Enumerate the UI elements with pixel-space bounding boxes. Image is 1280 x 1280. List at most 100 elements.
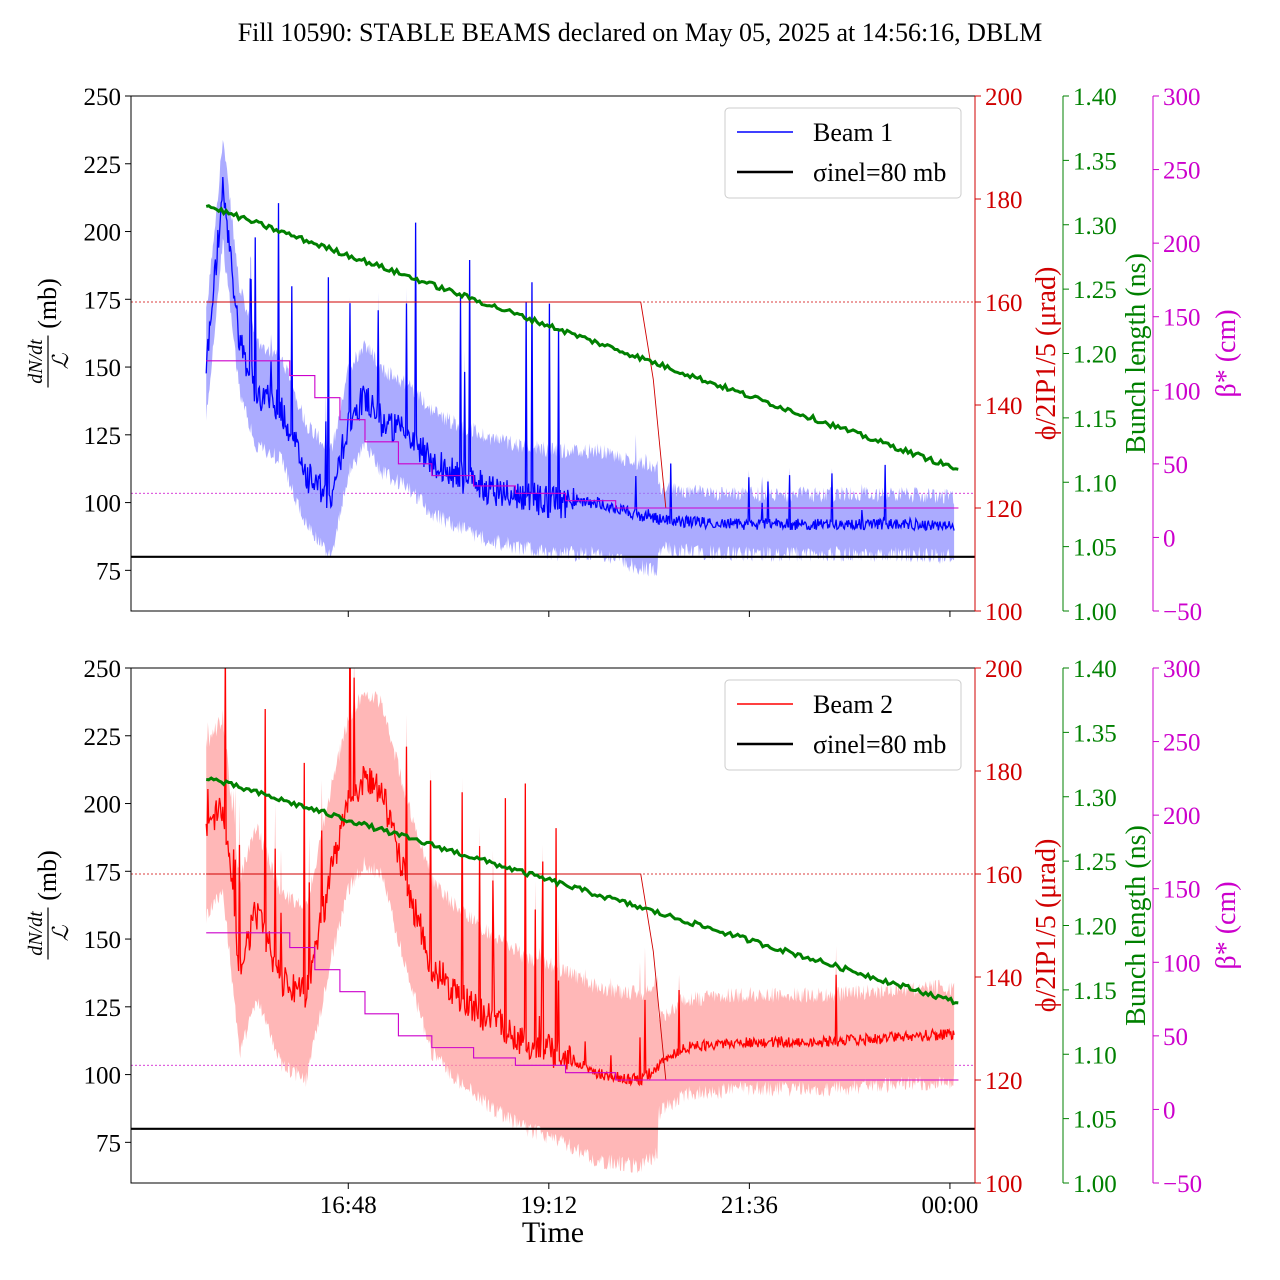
plot-area	[131, 668, 975, 1174]
bunch-length-tick-label: 1.40	[1073, 84, 1117, 111]
beta-star-tick-label: 100	[1163, 950, 1201, 977]
panel-bottom: 75 100 125 150 175 200 225 250 dN/dt ℒ (mb) 100 120 1…	[25, 656, 1242, 1219]
bunch-length-tick-label: 1.25	[1073, 277, 1117, 304]
ylabel-denominator: ℒ	[48, 352, 73, 369]
chart-title: Fill 10590: STABLE BEAMS declared on May…	[237, 18, 1043, 47]
bunch-length-tick-label: 1.35	[1073, 720, 1117, 747]
x-tick-label: 19:12	[520, 1192, 577, 1219]
beta-star-tick-label: 0	[1163, 525, 1176, 552]
bunch-length-axis-label: Bunch length (ns)	[1121, 253, 1152, 454]
beta-star-tick-label: 50	[1163, 452, 1188, 479]
bunch-length-tick-label: 1.20	[1073, 914, 1117, 941]
crossing-angle-tick-label: 140	[985, 393, 1023, 420]
left-tick-label: 75	[96, 558, 121, 585]
beta-star-axis-label-text: β* (cm)	[1211, 309, 1242, 397]
crossing-angle-axis-label: ϕ/2IP1/5 (μrad)	[1031, 267, 1062, 441]
beta-star-tick-label: 300	[1163, 84, 1201, 111]
beta-star-tick-label: 200	[1163, 231, 1201, 258]
x-tick-label: 00:00	[921, 1192, 978, 1219]
crossing-angle-axis-label-text: ϕ/2IP1/5 (μrad)	[1031, 839, 1062, 1013]
panel-top: 75 100 125 150 175 200 225 250 dN/dt ℒ (mb) 100 120 1…	[25, 84, 1242, 626]
beta-star-tick-label: 50	[1163, 1024, 1188, 1051]
left-tick-label: 100	[84, 1063, 122, 1090]
x-tick-label: 21:36	[721, 1192, 778, 1219]
left-tick-label: 100	[84, 491, 122, 518]
bunch-length-tick-label: 1.25	[1073, 849, 1117, 876]
beta-star-tick-label: 150	[1163, 305, 1201, 332]
crossing-angle-tick-label: 120	[985, 1068, 1023, 1095]
beta-star-axis-label-text: β* (cm)	[1211, 881, 1242, 969]
plot-area	[131, 140, 975, 577]
beta-star-line	[206, 360, 959, 509]
bunch-length-tick-label: 1.35	[1073, 148, 1117, 175]
beta-star-line	[206, 932, 959, 1081]
beam-trace	[205, 668, 955, 1087]
bunch-length-line	[205, 204, 959, 471]
beta-star-tick-label: 150	[1163, 877, 1201, 904]
legend-sigma-label: σinel=80 mb	[813, 158, 946, 187]
bunch-length-tick-label: 1.15	[1073, 406, 1117, 433]
ylabel-denominator: ℒ	[48, 924, 73, 941]
bunch-length-tick-label: 1.20	[1073, 342, 1117, 369]
legend-box	[724, 679, 962, 771]
left-tick-label: 250	[84, 84, 122, 111]
x-axis-label: Time	[522, 1216, 584, 1249]
bunch-length-axis-label-text: Bunch length (ns)	[1121, 253, 1152, 454]
bunch-length-tick-label: 1.00	[1073, 1171, 1117, 1198]
beta-star-tick-label: 200	[1163, 803, 1201, 830]
ylabel-unit: (mb)	[33, 850, 62, 901]
bunch-length-tick-label: 1.30	[1073, 213, 1117, 240]
beta-star-tick-label: 300	[1163, 656, 1201, 683]
left-tick-label: 150	[84, 355, 122, 382]
beta-star-axis-label: β* (cm)	[1211, 881, 1242, 969]
crossing-angle-tick-label: 120	[985, 496, 1023, 523]
crossing-angle-tick-label: 160	[985, 862, 1023, 889]
left-tick-label: 200	[84, 220, 122, 247]
legend-box	[724, 107, 962, 199]
beta-star-axis-label: β* (cm)	[1211, 309, 1242, 397]
left-tick-label: 200	[84, 792, 122, 819]
crossing-angle-tick-label: 160	[985, 290, 1023, 317]
bunch-length-tick-label: 1.05	[1073, 1107, 1117, 1134]
beta-star-tick-label: 250	[1163, 730, 1201, 757]
crossing-angle-tick-label: 140	[985, 965, 1023, 992]
bunch-length-tick-label: 1.10	[1073, 1042, 1117, 1069]
crossing-angle-tick-label: 200	[985, 656, 1023, 683]
beta-star-tick-label: 0	[1163, 1097, 1176, 1124]
crossing-angle-tick-label: 180	[985, 187, 1023, 214]
beta-star-tick-label: −50	[1163, 599, 1202, 626]
bunch-length-tick-label: 1.00	[1073, 599, 1117, 626]
crossing-angle-axis-label: ϕ/2IP1/5 (μrad)	[1031, 839, 1062, 1013]
legend-beam-label: Beam 2	[813, 690, 893, 719]
bunch-length-line	[206, 776, 959, 1006]
beta-star-tick-label: −50	[1163, 1171, 1202, 1198]
bunch-length-axis-label-text: Bunch length (ns)	[1121, 825, 1152, 1026]
left-tick-label: 175	[84, 287, 122, 314]
bunch-length-axis-label: Bunch length (ns)	[1121, 825, 1152, 1026]
left-tick-label: 225	[84, 152, 122, 179]
crossing-angle-tick-label: 180	[985, 759, 1023, 786]
left-tick-label: 150	[84, 927, 122, 954]
ylabel-unit: (mb)	[33, 278, 62, 329]
left-tick-label: 250	[84, 656, 122, 683]
left-tick-label: 125	[84, 995, 122, 1022]
left-axis-label: dN/dt ℒ (mb)	[25, 278, 73, 388]
beam-band	[206, 668, 955, 1174]
left-tick-label: 75	[96, 1130, 121, 1157]
crossing-angle-tick-label: 100	[985, 599, 1023, 626]
bunch-length-tick-label: 1.05	[1073, 535, 1117, 562]
left-tick-label: 175	[84, 859, 122, 886]
crossing-angle-tick-label: 200	[985, 84, 1023, 111]
legend-sigma-label: σinel=80 mb	[813, 730, 946, 759]
beam-band	[206, 140, 955, 577]
left-axis-label: dN/dt ℒ (mb)	[25, 850, 73, 960]
bunch-length-tick-label: 1.30	[1073, 785, 1117, 812]
ylabel-numerator: dN/dt	[25, 911, 47, 956]
bunch-length-tick-label: 1.40	[1073, 656, 1117, 683]
beta-star-tick-label: 250	[1163, 158, 1201, 185]
legend-beam-label: Beam 1	[813, 118, 893, 147]
crossing-angle-axis-label-text: ϕ/2IP1/5 (μrad)	[1031, 267, 1062, 441]
beta-star-tick-label: 100	[1163, 378, 1201, 405]
left-tick-label: 225	[84, 724, 122, 751]
